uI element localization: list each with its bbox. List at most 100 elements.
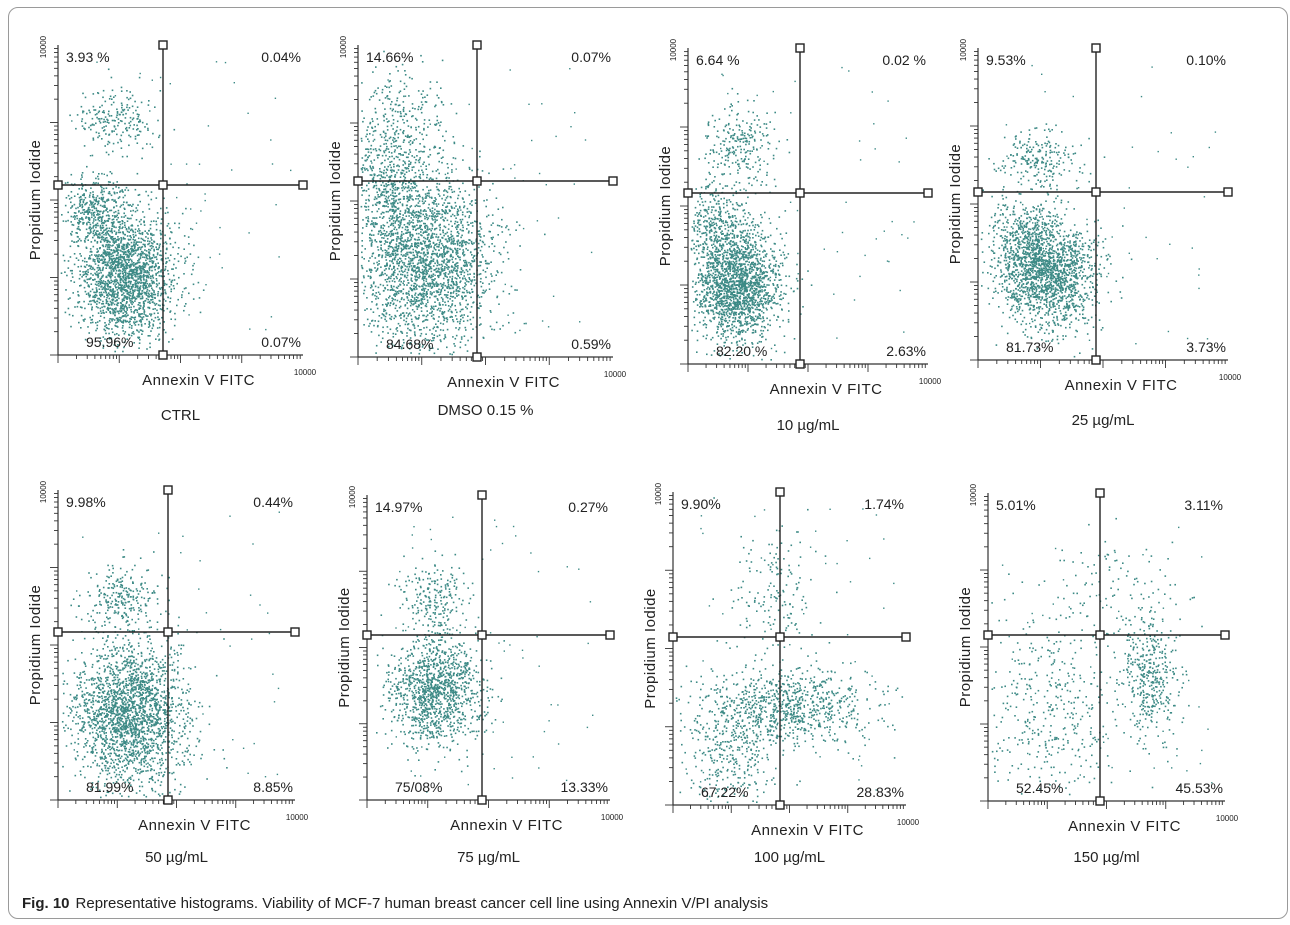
event-dot [119, 256, 122, 259]
event-dot [120, 263, 123, 266]
event-dot [91, 308, 93, 311]
event-dot [435, 281, 438, 284]
event-dot [104, 120, 106, 123]
event-dot [159, 232, 162, 235]
event-dot [139, 267, 142, 270]
event-dot [152, 132, 154, 135]
event-dot [87, 216, 90, 219]
event-dot [105, 299, 108, 301]
event-dot [78, 301, 81, 303]
event-dot [382, 102, 384, 105]
event-dot [87, 271, 89, 273]
event-dot [109, 273, 112, 276]
event-dot [118, 319, 120, 321]
event-dot [126, 106, 128, 109]
event-dot [99, 315, 102, 317]
event-dot [414, 342, 416, 345]
event-dot [426, 234, 429, 236]
event-dot [426, 226, 429, 228]
event-dot [416, 306, 419, 308]
event-dot [116, 333, 118, 335]
axis-ticks [50, 48, 301, 363]
event-dot [403, 187, 406, 190]
event-dot [122, 256, 125, 259]
event-dot [108, 191, 111, 193]
event-dot [409, 337, 412, 339]
event-dot [105, 252, 108, 255]
event-dot [465, 247, 467, 250]
event-dot [408, 196, 411, 198]
event-dot [165, 242, 168, 245]
event-dot [114, 120, 116, 122]
event-dot [369, 166, 372, 169]
event-dot [450, 233, 452, 236]
event-dot [150, 247, 153, 250]
event-dot [141, 121, 144, 124]
event-dot [362, 164, 365, 166]
event-dot [92, 181, 95, 184]
event-dot [421, 258, 423, 260]
event-dot [431, 306, 433, 308]
event-dot [406, 167, 408, 169]
event-dot [100, 236, 103, 239]
event-dot [89, 316, 91, 319]
event-dot [380, 225, 382, 227]
event-dot [391, 210, 394, 212]
event-dot [383, 151, 386, 154]
event-dot [101, 227, 103, 229]
event-dot [423, 150, 425, 153]
event-dot [142, 284, 144, 287]
event-dot [484, 259, 487, 262]
event-dot [141, 313, 143, 315]
event-dot [374, 239, 376, 242]
event-dot [400, 115, 403, 118]
event-dot [124, 304, 127, 307]
event-dot [82, 112, 84, 114]
event-dot [144, 314, 147, 316]
event-dot [438, 249, 440, 251]
event-dot [106, 248, 109, 250]
event-dot [456, 320, 459, 323]
event-dot [426, 214, 428, 216]
event-dot [372, 130, 375, 133]
event-dot [454, 297, 456, 299]
event-dot [456, 244, 459, 246]
event-dot [382, 131, 385, 133]
event-dot [124, 273, 127, 275]
event-dot [94, 294, 97, 296]
event-dot [90, 231, 92, 233]
event-dot [469, 292, 471, 294]
event-dot [435, 243, 438, 245]
gate-handle-top [158, 40, 168, 50]
event-dot [441, 209, 443, 211]
event-dot [407, 186, 410, 189]
event-dot [399, 261, 401, 263]
event-dot [367, 188, 370, 190]
event-dot [189, 253, 192, 255]
event-dot [188, 314, 190, 316]
event-dot [98, 320, 101, 322]
event-dot [107, 303, 109, 305]
event-dot [386, 254, 389, 256]
event-dot [117, 264, 120, 267]
event-dot [131, 263, 134, 265]
event-dot [394, 140, 397, 143]
event-dot [116, 238, 118, 241]
event-dot [114, 128, 117, 130]
event-dot [170, 283, 172, 286]
event-dot [381, 162, 384, 164]
event-dot [144, 264, 146, 266]
event-dot [134, 300, 136, 302]
event-dot [91, 154, 94, 157]
event-dot [84, 271, 86, 273]
event-dot [92, 193, 94, 196]
event-dot [419, 243, 422, 245]
event-dot [383, 310, 385, 312]
event-dot [132, 209, 134, 212]
event-dot [460, 222, 462, 224]
event-dot [104, 325, 106, 328]
event-dot [110, 279, 112, 282]
event-dot [446, 191, 449, 194]
event-dot [377, 320, 380, 323]
event-dot [91, 214, 93, 216]
